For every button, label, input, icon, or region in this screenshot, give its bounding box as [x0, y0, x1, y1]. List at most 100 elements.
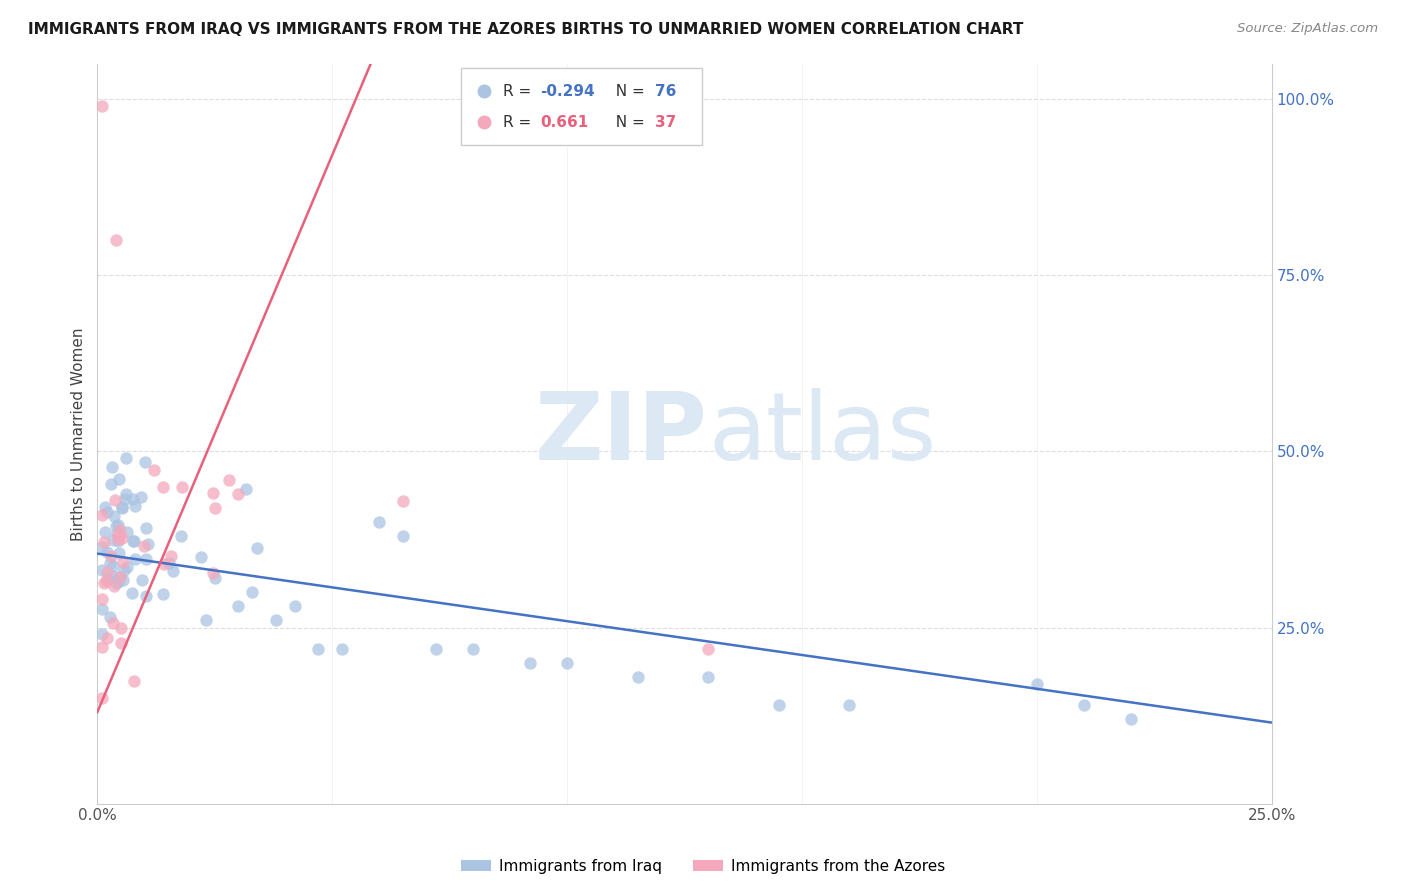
Point	[91, 591, 114, 606]
Point	[627, 670, 650, 684]
Point	[157, 557, 180, 571]
Point	[838, 698, 860, 712]
Point	[107, 546, 129, 560]
Point	[107, 472, 129, 486]
Point	[697, 670, 720, 684]
Point	[107, 526, 129, 541]
Point	[368, 515, 391, 529]
Text: N =: N =	[606, 115, 650, 130]
Point	[115, 486, 138, 500]
Point	[129, 490, 152, 504]
Point	[143, 463, 166, 477]
Point	[190, 550, 212, 565]
Point	[110, 621, 132, 635]
Point	[107, 532, 129, 546]
Point	[153, 557, 176, 571]
Point	[555, 656, 578, 670]
Text: R =: R =	[502, 115, 540, 130]
Point	[117, 524, 139, 539]
Point	[93, 575, 115, 590]
Y-axis label: Births to Unmarried Women: Births to Unmarried Women	[72, 327, 86, 541]
Point	[307, 641, 329, 656]
Point	[463, 641, 485, 656]
Point	[111, 531, 134, 545]
Point	[91, 540, 114, 554]
Point	[103, 492, 125, 507]
Point	[107, 517, 129, 532]
Point	[152, 480, 174, 494]
Point	[91, 627, 114, 641]
Point	[132, 539, 155, 553]
Point	[121, 585, 143, 599]
Point	[101, 533, 124, 547]
Point	[96, 565, 118, 579]
Point	[100, 549, 122, 563]
Text: atlas: atlas	[709, 388, 936, 480]
Text: -0.294: -0.294	[540, 84, 595, 99]
Point	[108, 523, 131, 537]
Point	[96, 631, 118, 645]
Point	[135, 589, 157, 603]
Text: N =: N =	[606, 84, 650, 99]
Text: Source: ZipAtlas.com: Source: ZipAtlas.com	[1237, 22, 1378, 36]
Text: 0.661: 0.661	[540, 115, 588, 130]
Point	[110, 636, 132, 650]
Point	[114, 491, 136, 506]
Point	[108, 570, 131, 584]
Point	[94, 524, 117, 539]
Point	[101, 615, 124, 630]
Point	[135, 551, 157, 566]
Text: R =: R =	[502, 84, 536, 99]
Point	[202, 486, 225, 500]
Point	[100, 477, 122, 491]
Point	[93, 500, 115, 515]
Point	[91, 562, 114, 576]
Point	[91, 99, 114, 113]
Point	[391, 529, 413, 543]
Point	[226, 599, 249, 614]
Point	[131, 573, 153, 587]
Point	[105, 519, 128, 533]
Point	[105, 233, 128, 247]
Point	[100, 569, 122, 583]
Point	[122, 533, 145, 548]
Point	[98, 610, 121, 624]
Point	[121, 492, 143, 507]
Point	[115, 560, 138, 574]
Point	[91, 508, 114, 523]
Point	[96, 545, 118, 559]
Text: 76: 76	[655, 84, 676, 99]
Point	[91, 690, 114, 705]
Legend: Immigrants from Iraq, Immigrants from the Azores: Immigrants from Iraq, Immigrants from th…	[454, 853, 952, 880]
Point	[1119, 712, 1142, 726]
Point	[264, 614, 287, 628]
Point	[202, 566, 225, 580]
Point	[194, 613, 217, 627]
Point	[107, 574, 129, 589]
Point	[697, 641, 720, 656]
FancyBboxPatch shape	[461, 68, 702, 145]
Point	[768, 698, 790, 712]
Point	[97, 572, 120, 586]
Point	[218, 473, 240, 487]
Point	[391, 493, 413, 508]
Point	[204, 571, 226, 585]
Point	[246, 541, 269, 556]
Point	[108, 570, 131, 584]
Point	[242, 585, 264, 599]
Point	[170, 529, 193, 543]
Point	[162, 564, 184, 578]
Point	[425, 641, 447, 656]
Point	[134, 455, 156, 469]
Point	[103, 579, 125, 593]
Point	[1073, 698, 1095, 712]
Point	[96, 505, 118, 519]
Point	[94, 574, 117, 588]
Point	[124, 499, 146, 513]
Text: 37: 37	[655, 115, 676, 130]
Point	[204, 501, 226, 516]
Point	[135, 521, 157, 535]
Text: IMMIGRANTS FROM IRAQ VS IMMIGRANTS FROM THE AZORES BIRTHS TO UNMARRIED WOMEN COR: IMMIGRANTS FROM IRAQ VS IMMIGRANTS FROM …	[28, 22, 1024, 37]
Point	[111, 500, 134, 514]
Point	[170, 480, 193, 494]
